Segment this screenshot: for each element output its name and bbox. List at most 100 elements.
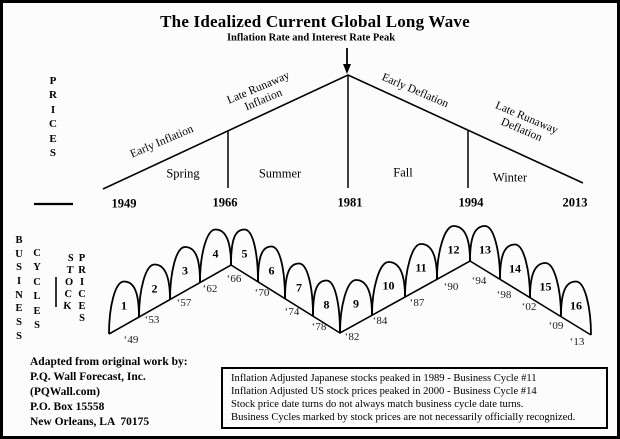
- cycle-number: 6: [268, 263, 275, 277]
- axis-letter: E: [15, 303, 23, 315]
- cycle-year-label: ‘57: [176, 297, 192, 309]
- cycle-year-label: ‘94: [471, 275, 487, 287]
- axis-letter: N: [15, 289, 23, 301]
- cycle-number: 2: [151, 281, 158, 295]
- page-subtitle: Inflation Rate and Interest Rate Peak: [226, 32, 396, 44]
- cycle-arch: [169, 246, 201, 301]
- cycle-number: 11: [415, 260, 427, 275]
- cycle-arch: [284, 262, 314, 317]
- axis-letter: S: [16, 330, 22, 342]
- cycle-year-label: ‘78: [311, 321, 327, 333]
- axis-letter: C: [33, 276, 41, 288]
- axis-letter: C: [49, 118, 57, 131]
- cycle-number: 14: [509, 261, 521, 275]
- attribution-line: New Orleans, LA 70175: [30, 415, 150, 428]
- note-line: Business Cycles marked by stock prices a…: [231, 412, 576, 423]
- axis-letter: P: [78, 253, 86, 264]
- cycle-arch: [560, 280, 592, 336]
- cycle-year-label: ‘98: [496, 289, 512, 301]
- cycle-number: 13: [479, 242, 491, 257]
- season-label-winter: Winter: [492, 170, 528, 185]
- cycle-arch: [312, 279, 341, 334]
- axis-letter: I: [79, 277, 85, 288]
- axis-letter: U: [15, 248, 23, 260]
- axis-letter: S: [67, 252, 74, 265]
- note-line: Stock price date turns do not always mat…: [231, 399, 524, 410]
- cycle-year-label: ‘84: [372, 315, 388, 327]
- season-label-fall: Fall: [393, 165, 413, 180]
- cycle-number: 16: [570, 298, 582, 312]
- cycle-year-label: ‘82: [344, 331, 360, 343]
- year-label-1966: 1966: [212, 195, 238, 210]
- cycle-year-label: ‘02: [521, 301, 537, 313]
- cycle-number: 15: [539, 279, 552, 294]
- cycle-number: 4: [212, 246, 219, 260]
- cycle-number: 12: [447, 242, 460, 257]
- axis-letter: R: [49, 89, 57, 102]
- year-label-1981: 1981: [337, 195, 363, 210]
- axis-letter: K: [62, 300, 72, 313]
- cycle-year-label: ‘90: [443, 281, 459, 293]
- cycle-number: 9: [353, 296, 359, 311]
- cycle-arch: [499, 243, 531, 299]
- cycle-number: 8: [323, 297, 330, 311]
- cycle-arch: [339, 279, 373, 334]
- cycle-year-label: ‘66: [226, 273, 242, 285]
- cycle-arch: [529, 262, 562, 317]
- cycle-year-label: ‘87: [409, 297, 425, 309]
- axis-letter: S: [79, 313, 85, 324]
- cycle-year-label: ‘13: [569, 336, 585, 348]
- page-title: The Idealized Current Global Long Wave: [160, 12, 470, 31]
- cycle-number: 1: [121, 298, 127, 312]
- diagram-geometry: [34, 48, 592, 336]
- note-line: Inflation Adjusted Japanese stocks peake…: [231, 373, 537, 384]
- axis-letter: C: [78, 289, 86, 300]
- business-cycle-arches: [108, 225, 592, 336]
- cycle-number: 7: [296, 280, 302, 294]
- axis-letter: E: [33, 305, 41, 317]
- cycle-year-label: ‘70: [254, 287, 270, 299]
- season-label-spring: Spring: [166, 166, 200, 181]
- peak-arrow-head-icon: [343, 64, 351, 74]
- cycle-year-label: ‘49: [123, 334, 139, 346]
- year-label-1994: 1994: [458, 195, 484, 210]
- attribution-line: P.O. Box 15558: [30, 400, 105, 413]
- axis-letter: C: [64, 288, 73, 301]
- cycle-year-label: ‘53: [144, 314, 160, 326]
- axis-letter: R: [78, 265, 86, 276]
- cycle-number: 3: [182, 263, 188, 278]
- axis-letter: E: [49, 132, 57, 145]
- axis-letter: S: [34, 319, 40, 331]
- notes-box: Inflation Adjusted Japanese stocks peake…: [221, 367, 608, 429]
- season-label-summer: Summer: [258, 166, 302, 181]
- cycle-arch: [138, 263, 171, 318]
- cycle-arch: [108, 280, 140, 335]
- note-line: Inflation Adjusted US stock prices peake…: [231, 386, 537, 397]
- attribution-line: P.Q. Wall Forecast, Inc.: [30, 370, 146, 383]
- axis-letter: I: [16, 276, 22, 288]
- axis-letter: P: [49, 75, 57, 87]
- axis-letter: L: [33, 291, 41, 303]
- cycle-year-label: ‘74: [284, 306, 300, 318]
- cycle-arch: [199, 228, 232, 283]
- axis-letter: S: [16, 317, 22, 329]
- attribution-block: Adapted from original work by: P.Q. Wall…: [30, 355, 188, 430]
- cycle-year-label: ‘62: [202, 283, 218, 295]
- year-label-1949: 1949: [111, 196, 137, 211]
- cycle-year-label: ‘09: [548, 320, 564, 332]
- cycle-number: 10: [382, 278, 395, 293]
- axis-letter: E: [78, 301, 86, 312]
- axis-letter: O: [64, 276, 74, 289]
- attribution-line: Adapted from original work by:: [30, 356, 188, 368]
- axis-letter: S: [49, 146, 57, 159]
- cycle-number: 5: [241, 246, 248, 260]
- year-label-2013: 2013: [562, 195, 588, 210]
- axis-letter: Y: [33, 262, 41, 274]
- cycle-arch: [230, 228, 259, 283]
- cycle-arch: [436, 225, 471, 280]
